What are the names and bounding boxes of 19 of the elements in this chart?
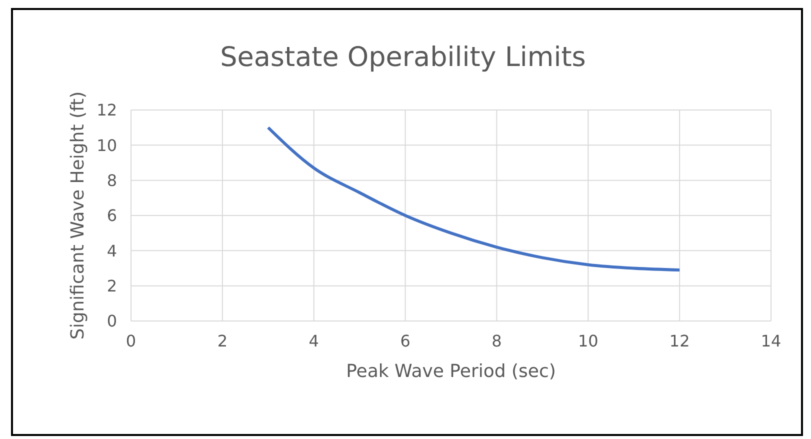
x-tick-label: 4 bbox=[308, 331, 319, 350]
x-tick-label: 8 bbox=[492, 331, 502, 350]
x-axis-title: Peak Wave Period (sec) bbox=[346, 361, 556, 382]
x-tick-label: 2 bbox=[217, 331, 228, 350]
y-axis-title: Significant Wave Height (ft) bbox=[67, 91, 88, 340]
x-tick-label: 6 bbox=[400, 331, 410, 350]
y-tick-label: 10 bbox=[96, 136, 117, 155]
y-tick-label: 8 bbox=[106, 171, 117, 190]
y-tick-label: 12 bbox=[96, 100, 117, 120]
chart-title: Seastate Operability Limits bbox=[219, 42, 587, 73]
line-series bbox=[266, 126, 682, 272]
y-tick-label: 2 bbox=[106, 276, 117, 296]
x-tick-label: 0 bbox=[126, 331, 136, 350]
y-tick-label: 4 bbox=[106, 241, 117, 260]
x-tick-label: 14 bbox=[760, 331, 782, 350]
y-tick-label: 0 bbox=[106, 312, 117, 331]
y-tick-label: 6 bbox=[106, 206, 117, 226]
x-tick-label: 10 bbox=[578, 331, 598, 350]
x-tick-label: 12 bbox=[669, 331, 690, 350]
